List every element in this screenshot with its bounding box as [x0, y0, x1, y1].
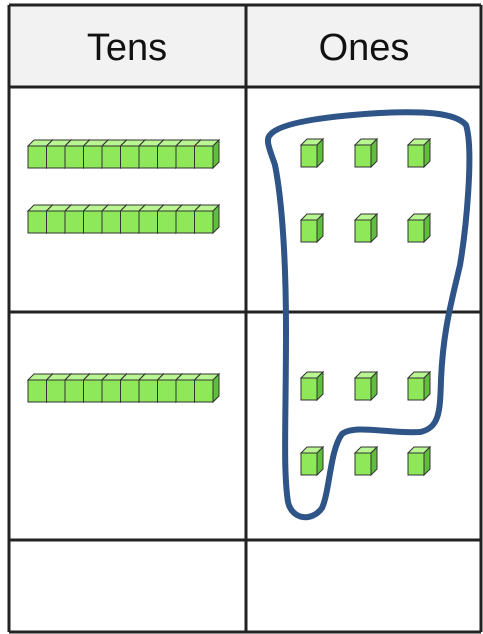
cube-front	[194, 210, 214, 234]
cube-front	[194, 145, 214, 169]
cube-front	[175, 145, 195, 169]
cube-front	[300, 144, 318, 168]
cube-front	[64, 145, 84, 169]
cube-front	[407, 452, 425, 476]
ones-cube	[406, 137, 432, 169]
cube-front	[83, 145, 103, 169]
cube-front	[27, 145, 47, 169]
ones-cube	[406, 370, 432, 402]
cube-front	[300, 452, 318, 476]
cube-front	[138, 379, 158, 403]
table-grid	[7, 3, 483, 634]
cube-front	[27, 210, 47, 234]
cube-front	[46, 379, 66, 403]
cube-front	[27, 379, 47, 403]
cube-front	[300, 219, 318, 243]
cube-front	[83, 379, 103, 403]
ones-cube	[299, 370, 325, 402]
cube-front	[120, 210, 140, 234]
cube-front	[407, 219, 425, 243]
cube-front	[157, 210, 177, 234]
cube-front	[175, 379, 195, 403]
ones-cube	[406, 445, 432, 477]
hand-drawn-loop	[264, 109, 473, 520]
tens-rod	[26, 372, 221, 404]
cube-front	[157, 379, 177, 403]
cube-front	[120, 145, 140, 169]
cube-front	[354, 144, 372, 168]
cube-front	[354, 219, 372, 243]
cube-front	[407, 144, 425, 168]
cube-front	[101, 379, 121, 403]
cube-front	[83, 210, 103, 234]
cube-front	[64, 379, 84, 403]
cube-front	[138, 210, 158, 234]
cube-front	[194, 379, 214, 403]
cube-front	[101, 145, 121, 169]
ones-cube	[299, 445, 325, 477]
ones-cube	[406, 212, 432, 244]
header-cell: Ones	[319, 27, 410, 69]
tens-rod	[26, 203, 221, 235]
cube-front	[354, 452, 372, 476]
header-cell: Tens	[87, 27, 167, 69]
cube-front	[64, 210, 84, 234]
cube-front	[300, 377, 318, 401]
cube-front	[46, 145, 66, 169]
ones-cube	[353, 370, 379, 402]
ones-cube	[353, 445, 379, 477]
cube-front	[157, 145, 177, 169]
ones-cube	[299, 137, 325, 169]
cube-front	[138, 145, 158, 169]
cube-front	[175, 210, 195, 234]
cube-front	[407, 377, 425, 401]
ones-cube	[353, 137, 379, 169]
cube-front	[120, 379, 140, 403]
ones-cube	[353, 212, 379, 244]
cube-front	[101, 210, 121, 234]
cube-front	[46, 210, 66, 234]
cube-front	[354, 377, 372, 401]
tens-rod	[26, 138, 221, 170]
ones-cube	[299, 212, 325, 244]
base-ten-blocks	[26, 137, 432, 477]
